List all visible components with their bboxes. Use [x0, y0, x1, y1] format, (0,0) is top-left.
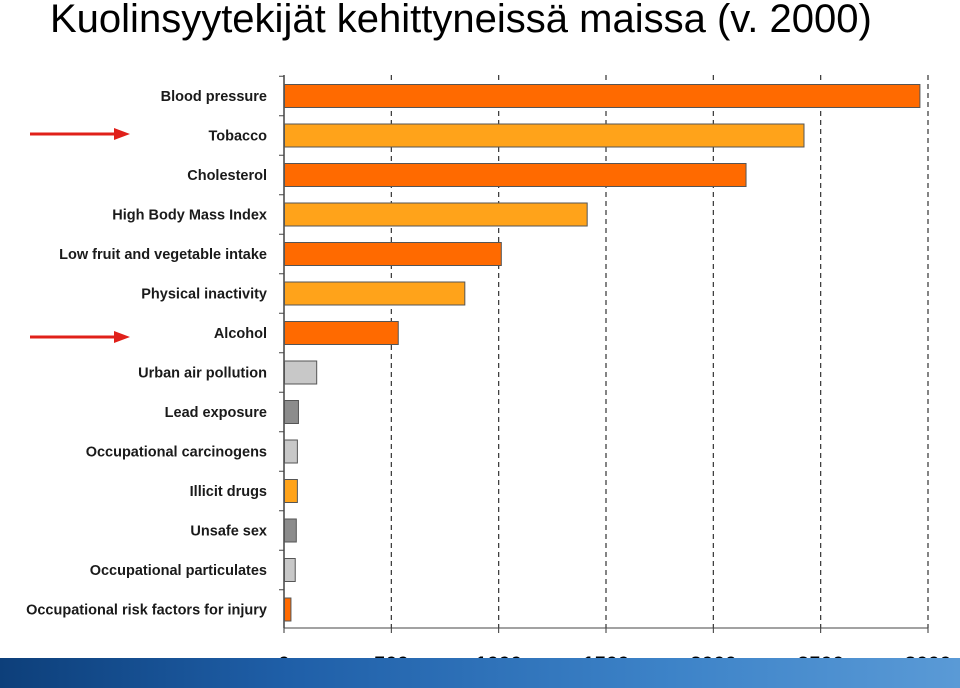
bar — [284, 479, 298, 503]
bar — [284, 518, 297, 543]
category-label: Alcohol — [214, 326, 267, 342]
category-labels: Blood pressure Tobacco Cholesterol High Bod… — [26, 89, 267, 619]
footer-band — [0, 658, 960, 688]
bar — [284, 360, 318, 385]
bar — [284, 558, 296, 582]
bar — [284, 84, 921, 108]
page-title: Kuolinsyytekijät kehittyneissä maissa (v… — [50, 0, 872, 41]
category-label: Occupational carcinogens — [86, 445, 267, 461]
red-arrow-icon — [30, 128, 130, 140]
bar — [284, 163, 747, 187]
bar — [284, 321, 399, 345]
category-label: Low fruit and vegetable intake — [59, 247, 267, 263]
category-label: High Body Mass Index — [112, 208, 267, 224]
bar — [284, 439, 298, 464]
category-label: Lead exposure — [165, 405, 267, 421]
category-label: Cholesterol — [187, 168, 267, 184]
bar — [284, 281, 466, 306]
red-arrow-icon — [30, 331, 130, 343]
category-label: Physical inactivity — [141, 287, 267, 303]
bar — [284, 123, 805, 148]
category-label: Blood pressure — [161, 89, 267, 105]
bar — [284, 202, 588, 227]
category-label: Occupational particulates — [90, 563, 267, 579]
category-label: Occupational risk factors for injury — [26, 603, 267, 619]
bars — [284, 84, 921, 622]
y-axis — [279, 75, 928, 629]
bar — [284, 400, 299, 424]
gridlines — [283, 75, 929, 633]
category-label: Illicit drugs — [190, 484, 267, 500]
bar — [284, 242, 502, 266]
category-label: Tobacco — [208, 129, 267, 145]
category-label: Unsafe sex — [190, 524, 267, 540]
category-label: Urban air pollution — [138, 366, 267, 382]
bar — [284, 597, 292, 622]
